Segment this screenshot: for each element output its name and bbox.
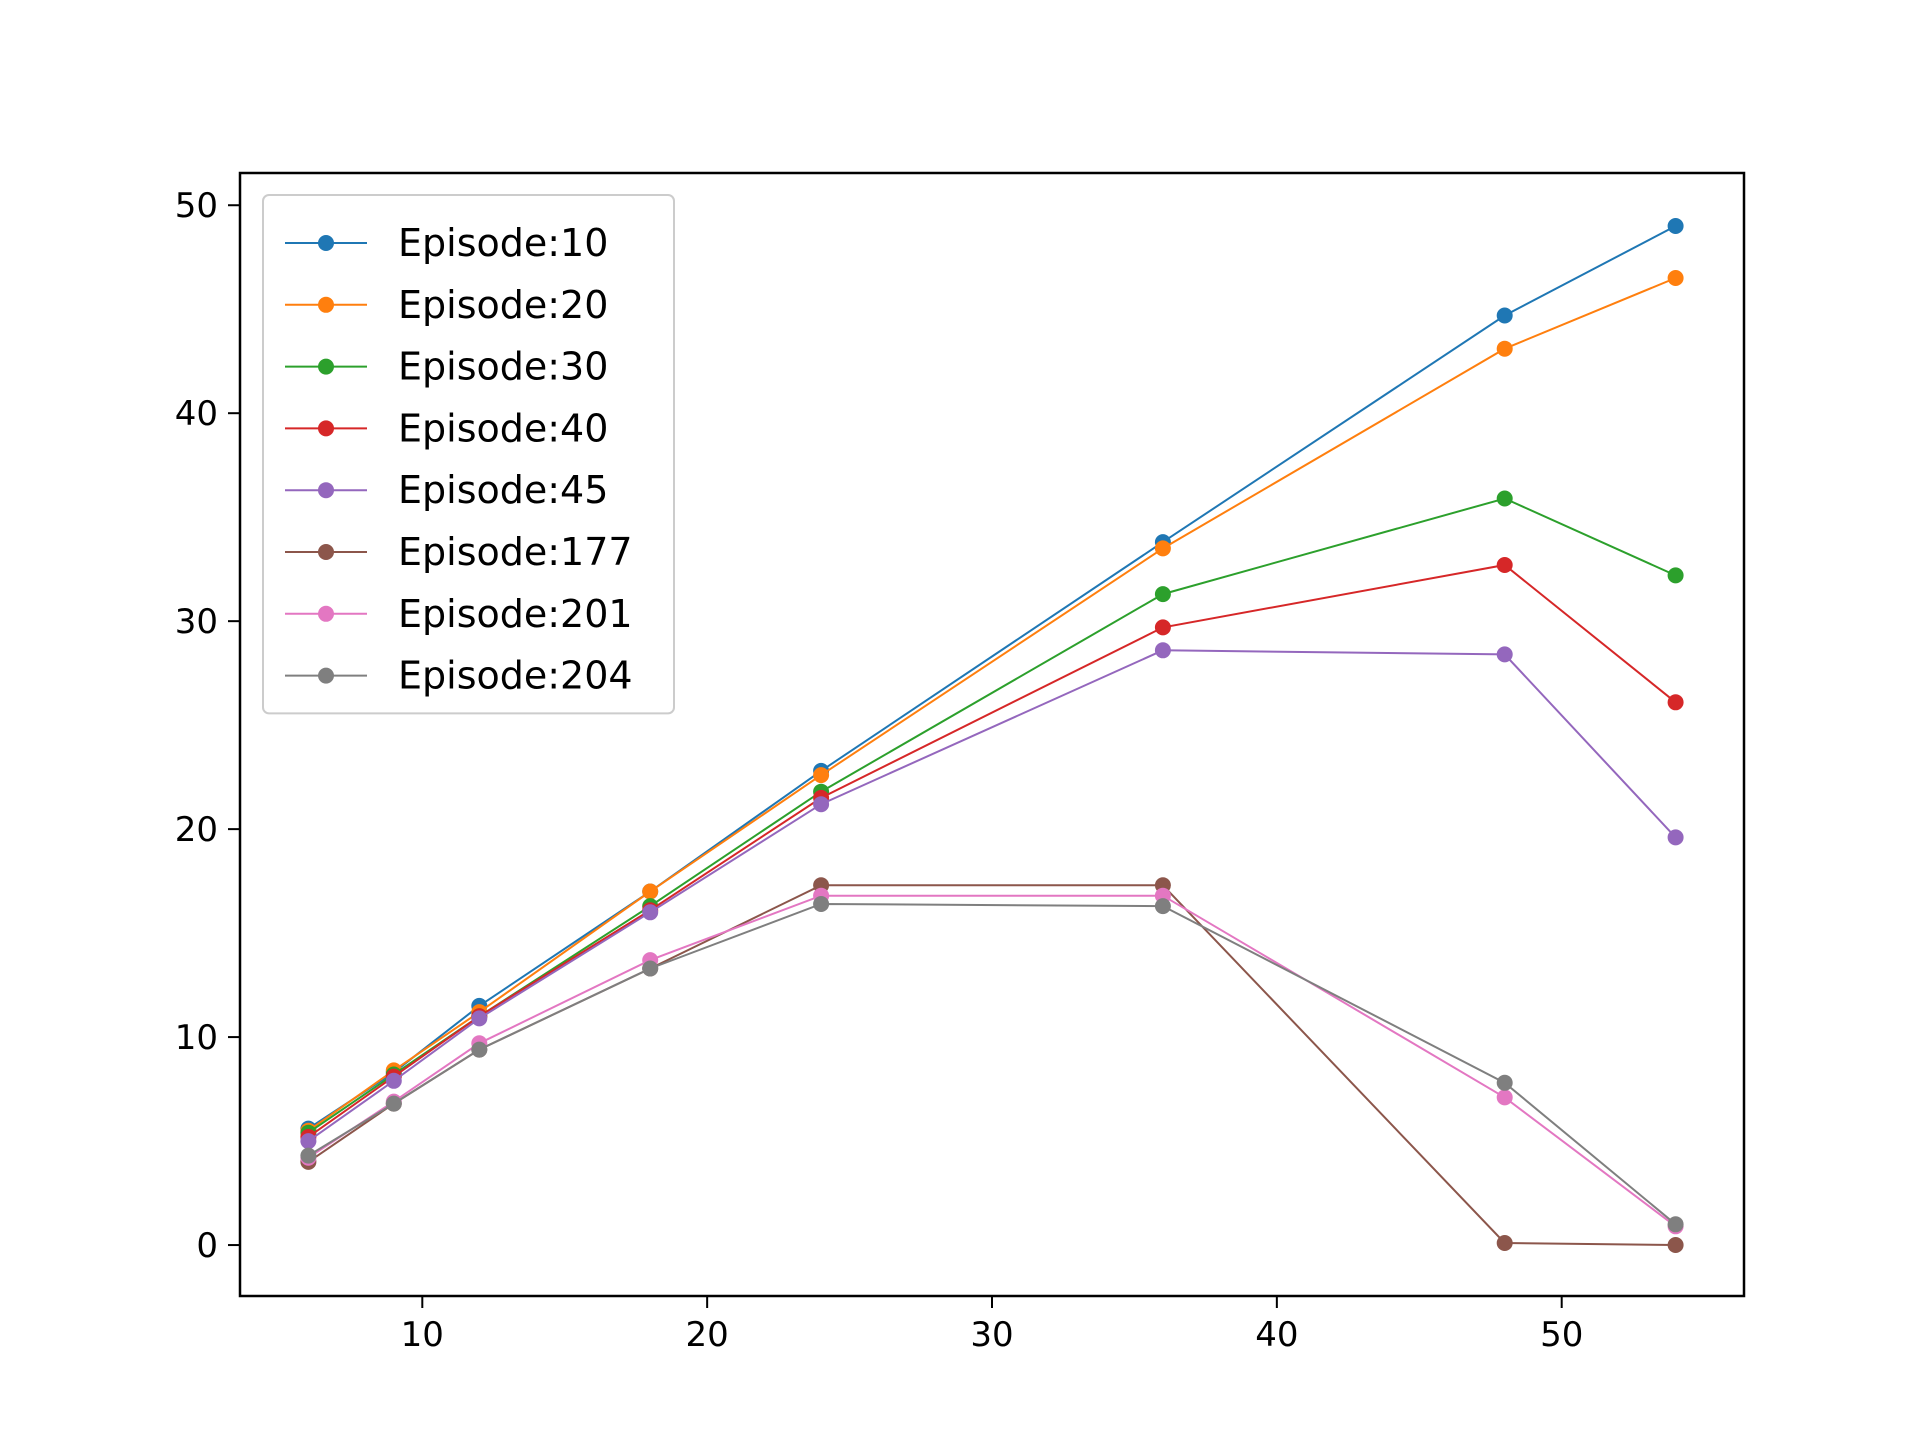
legend-item: Episode:10 [285,221,608,265]
legend-item: Episode:20 [285,283,608,327]
y-tick-label: 10 [175,1018,218,1058]
data-point [1154,540,1171,557]
series-line [307,277,1676,1132]
legend-label: Episode:30 [398,345,608,389]
data-point [1667,567,1684,584]
data-point [1667,1216,1684,1233]
data-point [1667,270,1684,286]
series-line [307,649,1677,1142]
y-tick-label: 30 [175,602,218,642]
data-point [1154,586,1171,603]
data-point [1667,218,1684,234]
legend-marker [318,482,334,499]
x-tick-label: 10 [401,1315,444,1355]
data-point [1154,898,1171,915]
y-tick-label: 0 [196,1226,218,1266]
legend-label: Episode:177 [398,530,633,574]
legend-label: Episode:45 [398,468,608,512]
legend-label: Episode:204 [398,654,633,698]
x-tick-label: 30 [970,1315,1013,1355]
x-tick-label: 20 [686,1315,729,1355]
legend-label: Episode:10 [398,221,608,265]
legend-label: Episode:40 [398,406,608,450]
legend-marker [318,235,334,251]
series-line [307,563,1677,1138]
data-point [300,1147,317,1164]
x-tick-label: 40 [1255,1315,1298,1355]
data-point [1496,646,1513,663]
series-7 [300,896,1684,1233]
series-line [307,497,1677,1134]
y-axis: 0 10 20 30 40 50 [175,186,240,1266]
data-point [300,1133,317,1150]
data-point [1496,1074,1513,1091]
data-point [642,883,659,900]
data-point [1154,619,1171,636]
legend-marker [318,667,334,684]
data-point [1667,1237,1684,1253]
y-tick-label: 50 [175,186,218,226]
data-point [471,1010,488,1027]
data-point [813,896,830,912]
legend-marker [318,296,334,313]
legend-frame [262,194,675,715]
legend-item: Episode:40 [285,406,608,450]
data-point [1496,1089,1513,1106]
x-axis: 10 20 30 40 50 [401,1296,1583,1355]
data-point [1154,642,1171,659]
legend-item: Episode:177 [285,530,633,574]
data-point [813,796,830,813]
data-point [471,1041,488,1058]
data-point [1667,694,1684,711]
data-point [385,1072,402,1089]
x-tick-label: 50 [1540,1315,1583,1355]
legend: Episode:10 Episode:20 Episode:30 Episode:40… [262,194,675,715]
data-point [642,904,659,921]
legend-label: Episode:201 [398,592,633,636]
legend-item: Episode:201 [285,592,633,636]
data-point [385,1095,402,1112]
series-line [307,902,1677,1226]
data-point [1496,557,1513,573]
legend-item: Episode:204 [285,654,633,698]
y-tick-label: 40 [175,394,218,434]
series-line [307,894,1677,1228]
y-tick-label: 20 [175,810,218,850]
data-point [1496,340,1513,357]
legend-item: Episode:30 [285,345,608,389]
data-point [1496,490,1513,507]
data-point [642,960,659,977]
legend-marker [318,605,334,622]
data-point [1667,829,1684,846]
series-layer [300,218,1684,1253]
data-point [1496,1235,1513,1251]
data-point [1496,307,1513,324]
legend-marker [318,420,334,437]
data-point [813,767,830,784]
series-4 [300,642,1684,1150]
legend-marker [318,358,334,375]
legend-label: Episode:20 [398,283,608,327]
legend-item: Episode:45 [285,468,608,512]
legend-marker [318,544,334,560]
